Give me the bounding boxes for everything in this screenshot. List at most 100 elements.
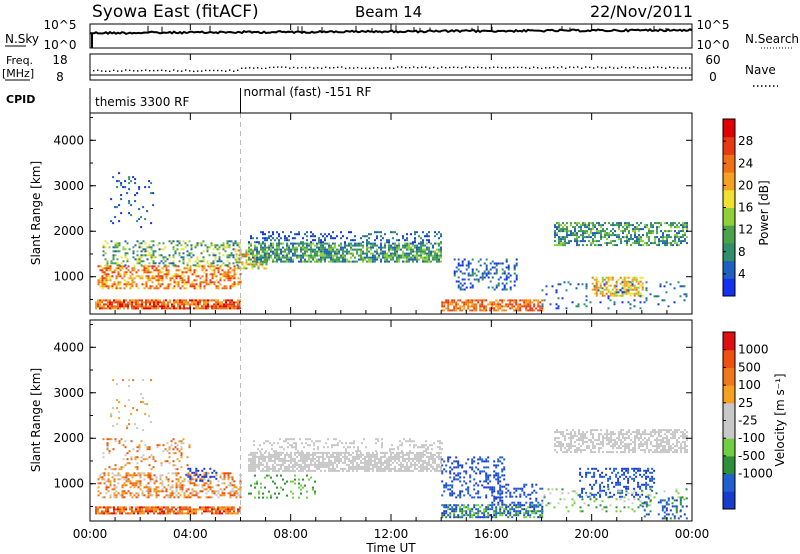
power-cell (140, 260, 143, 263)
power-cell (489, 268, 492, 271)
power-cell (183, 275, 186, 278)
velocity-cell (166, 450, 169, 453)
power-cell (104, 258, 107, 261)
velocity-cell (139, 512, 141, 515)
power-cell (109, 265, 112, 268)
velocity-cell (390, 457, 392, 460)
power-cell (324, 233, 326, 236)
velocity-cell (150, 379, 153, 382)
power-cell (515, 264, 518, 267)
velocity-cell (276, 463, 278, 466)
power-cell (231, 283, 234, 286)
power-cell (606, 228, 608, 231)
velocity-cell (227, 484, 230, 487)
power-cell (390, 252, 392, 255)
power-cell (676, 242, 678, 245)
power-cell (136, 250, 139, 253)
sky-right-tick-bottom: 10^0 (697, 38, 730, 52)
velocity-cell (155, 510, 157, 513)
power-cell (259, 263, 262, 266)
velocity-cell (394, 457, 396, 460)
velocity-cell (191, 471, 194, 474)
power-cell (262, 233, 264, 236)
power-cell (612, 224, 614, 227)
power-cell (181, 279, 184, 282)
power-cell (394, 246, 396, 249)
power-cell (272, 250, 274, 253)
power-cell (566, 226, 568, 229)
power-cell (566, 230, 568, 233)
velocity-cell (280, 457, 282, 460)
velocity-cell (191, 476, 194, 479)
power-cell (412, 258, 414, 261)
power-cell (438, 260, 440, 263)
power-cell (348, 231, 350, 234)
power-cell (206, 250, 209, 253)
velocity-cell (401, 442, 403, 445)
power-cell (226, 254, 229, 257)
velocity-cell (360, 467, 362, 470)
power-cell (338, 252, 340, 255)
velocity-cell (101, 512, 103, 515)
velocity-cell (118, 401, 121, 404)
power-cell (172, 240, 175, 243)
power-cell (216, 244, 219, 247)
power-cell (598, 240, 600, 243)
power-cell (585, 287, 588, 290)
power-cell (558, 226, 560, 229)
power-cell (243, 265, 246, 268)
power-cell (201, 299, 203, 302)
power-cell (459, 299, 462, 302)
power-cell (447, 307, 450, 310)
power-cell (264, 239, 266, 242)
power-cell (328, 248, 330, 251)
cpid-panel: CPID themis 3300 RF normal (fast) -151 R… (6, 85, 371, 113)
velocity-cell (177, 492, 180, 495)
velocity-cell (400, 451, 402, 454)
power-cell (606, 238, 608, 241)
power-cell (601, 287, 604, 290)
power-cell (612, 240, 614, 243)
velocity-cell (211, 496, 214, 499)
power-cell (615, 280, 618, 283)
power-cell (247, 253, 250, 256)
nave-dot (117, 70, 119, 72)
power-cell (473, 278, 476, 281)
velocity-cell (404, 469, 406, 472)
velocity-cell (209, 510, 211, 513)
power-cell (612, 234, 614, 237)
power-cell (131, 273, 134, 276)
velocity-cell (279, 446, 281, 449)
velocity-cell (137, 512, 139, 515)
power-cell (396, 250, 398, 253)
power-cell (249, 261, 252, 264)
power-cell (428, 241, 430, 244)
velocity-cell (165, 508, 167, 511)
velocity-cell (187, 480, 190, 483)
power-cell (467, 305, 470, 308)
power-cell (384, 254, 386, 257)
velocity-cell (128, 399, 131, 402)
power-cell (566, 242, 568, 245)
power-cell (172, 248, 175, 251)
power-cell (125, 303, 127, 306)
power-cell (203, 279, 206, 282)
power-cell (106, 260, 109, 263)
power-cell (620, 242, 622, 245)
power-cell (479, 305, 482, 308)
velocity-cell (378, 457, 380, 460)
power-cell (396, 244, 398, 247)
power-cell (264, 254, 266, 257)
velocity-cell (270, 476, 272, 479)
velocity-cell (254, 467, 256, 470)
power-cell (148, 186, 151, 189)
nave-dot (509, 67, 511, 69)
velocity-cell (278, 469, 280, 472)
power-cell (593, 292, 596, 295)
velocity-cell (332, 453, 334, 456)
power-cell (266, 256, 268, 259)
power-cell (199, 301, 201, 304)
velocity-cell (107, 506, 109, 509)
power-cell (197, 299, 199, 302)
power-cell (676, 232, 678, 235)
